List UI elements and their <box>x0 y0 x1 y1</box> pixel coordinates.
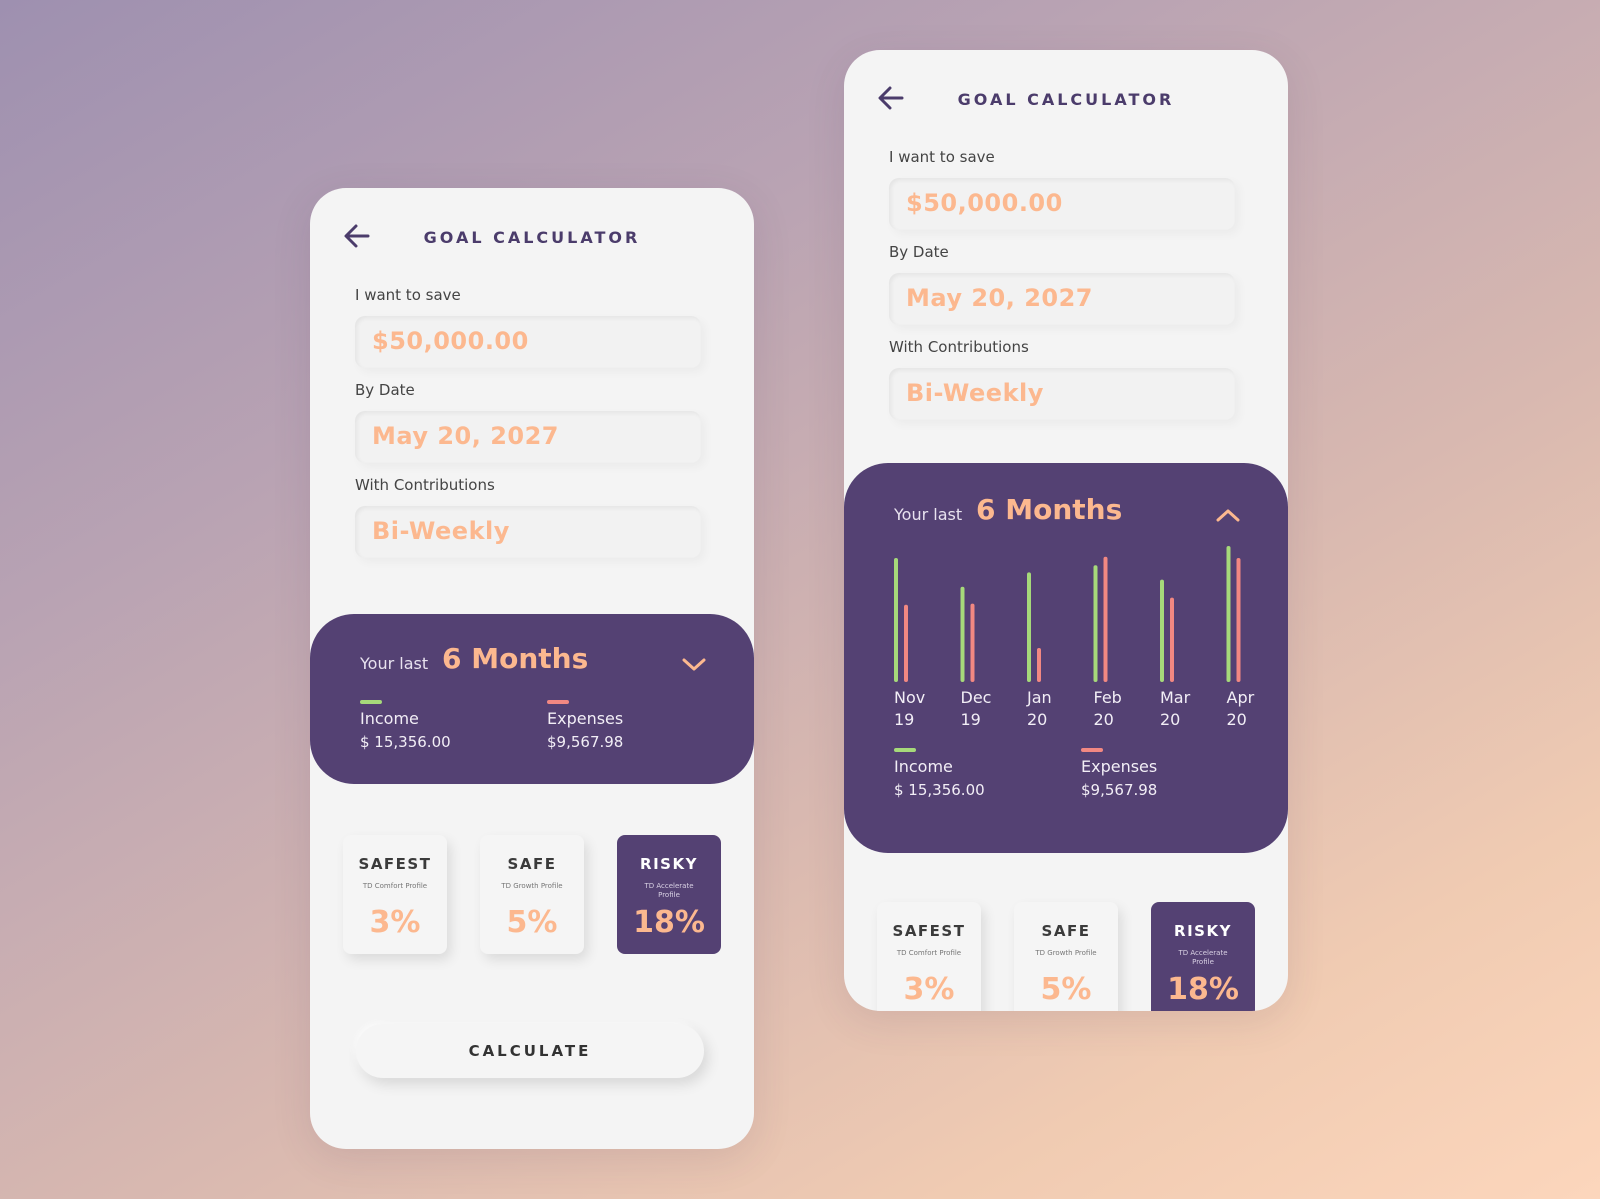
by-date-value: May 20, 2027 <box>906 284 1094 312</box>
x-tick-month: Apr <box>1227 688 1255 707</box>
profile-card-safest[interactable]: SAFEST TD Comfort Profile 3% <box>343 835 447 954</box>
save-amount-value: $50,000.00 <box>906 189 1063 217</box>
back-arrow-icon[interactable] <box>876 83 906 113</box>
summary-panel: Your last 6 Months Nov 19 Dec 19 Jan 20 Feb 20 M… <box>844 463 1288 853</box>
profile-rate: 18% <box>1167 972 1239 1007</box>
income-label: Income <box>360 709 419 728</box>
income-swatch <box>360 700 382 704</box>
summary-prefix: Your last <box>894 505 963 524</box>
by-date-label: By Date <box>355 381 415 399</box>
chevron-down-icon[interactable] <box>680 654 708 674</box>
expenses-label: Expenses <box>547 709 624 728</box>
x-tick-month: Jan <box>1026 688 1052 707</box>
contributions-label: With Contributions <box>355 476 495 494</box>
profile-title: RISKY <box>1174 922 1232 940</box>
save-amount-input[interactable]: $50,000.00 <box>889 178 1235 230</box>
profile-subtitle: TD Comfort Profile <box>362 882 428 890</box>
expenses-value: $9,567.98 <box>1081 781 1158 799</box>
income-label: Income <box>894 757 953 776</box>
contributions-select[interactable]: Bi-Weekly <box>355 506 701 558</box>
save-amount-label: I want to save <box>355 286 461 304</box>
profile-rate: 5% <box>506 905 558 940</box>
page-title: GOAL CALCULATOR <box>957 90 1175 109</box>
save-amount-label: I want to save <box>889 148 995 166</box>
x-tick-year: 19 <box>894 710 914 729</box>
profile-rate: 18% <box>633 905 705 940</box>
profile-card-safest[interactable]: SAFEST TD Comfort Profile 3% <box>877 902 981 1011</box>
contributions-value: Bi-Weekly <box>372 517 510 545</box>
x-tick-month: Dec <box>961 688 992 707</box>
x-tick-year: 20 <box>1160 710 1180 729</box>
by-date-input[interactable]: May 20, 2027 <box>889 273 1235 325</box>
calculate-button[interactable]: CALCULATE <box>356 1024 704 1078</box>
profile-title: SAFEST <box>358 855 432 873</box>
summary-period: 6 Months <box>976 493 1123 526</box>
profile-card-risky[interactable]: RISKY TD Accelerate Profile 18% <box>1151 902 1255 1011</box>
goal-calculator-screen-expanded: GOAL CALCULATOR I want to save $50,000.0… <box>844 50 1288 1011</box>
profile-subtitle: TD Accelerate Profile <box>1178 949 1228 966</box>
by-date-input[interactable]: May 20, 2027 <box>355 411 701 463</box>
profile-subtitle: TD Comfort Profile <box>896 949 962 957</box>
x-tick-month: Nov <box>894 688 925 707</box>
income-value: $ 15,356.00 <box>894 781 985 799</box>
profile-subtitle: TD Growth Profile <box>1035 949 1097 957</box>
contributions-select[interactable]: Bi-Weekly <box>889 368 1235 420</box>
x-tick-year: 20 <box>1227 710 1247 729</box>
profile-title: SAFE <box>507 855 557 873</box>
chevron-up-icon[interactable] <box>1214 505 1242 525</box>
income-swatch <box>894 748 916 752</box>
x-tick-year: 20 <box>1094 710 1114 729</box>
profile-card-safe[interactable]: SAFE TD Growth Profile 5% <box>480 835 584 954</box>
income-value: $ 15,356.00 <box>360 733 451 751</box>
x-tick-year: 20 <box>1027 710 1047 729</box>
summary-prefix: Your last <box>360 654 429 673</box>
expenses-value: $9,567.98 <box>547 733 624 751</box>
profile-subtitle: TD Accelerate Profile <box>644 882 694 899</box>
profile-rate: 3% <box>903 972 955 1007</box>
contributions-label: With Contributions <box>889 338 1029 356</box>
save-amount-input[interactable]: $50,000.00 <box>355 316 701 368</box>
profile-rate: 3% <box>369 905 421 940</box>
by-date-label: By Date <box>889 243 949 261</box>
back-arrow-icon[interactable] <box>342 221 372 251</box>
by-date-value: May 20, 2027 <box>372 422 560 450</box>
summary-period: 6 Months <box>442 642 589 675</box>
profile-title: SAFEST <box>892 922 966 940</box>
profile-title: SAFE <box>1041 922 1091 940</box>
expenses-label: Expenses <box>1081 757 1158 776</box>
x-tick-year: 19 <box>961 710 981 729</box>
income-expenses-bar-chart: Nov 19 Dec 19 Jan 20 Feb 20 Mar 20 Apr 20 <box>894 546 1255 729</box>
save-amount-value: $50,000.00 <box>372 327 529 355</box>
profile-card-safe[interactable]: SAFE TD Growth Profile 5% <box>1014 902 1118 1011</box>
contributions-value: Bi-Weekly <box>906 379 1044 407</box>
goal-calculator-screen-collapsed: GOAL CALCULATOR I want to save $50,000.0… <box>310 188 754 1149</box>
expenses-swatch <box>1081 748 1103 752</box>
expenses-swatch <box>547 700 569 704</box>
profile-subtitle: TD Growth Profile <box>501 882 563 890</box>
x-tick-month: Mar <box>1160 688 1191 707</box>
page-title: GOAL CALCULATOR <box>423 228 641 247</box>
profile-title: RISKY <box>640 855 698 873</box>
profile-card-risky[interactable]: RISKY TD Accelerate Profile 18% <box>617 835 721 954</box>
x-tick-month: Feb <box>1094 688 1122 707</box>
profile-rate: 5% <box>1040 972 1092 1007</box>
summary-panel: Your last 6 Months Income $ 15,356.00 Ex… <box>310 614 754 784</box>
